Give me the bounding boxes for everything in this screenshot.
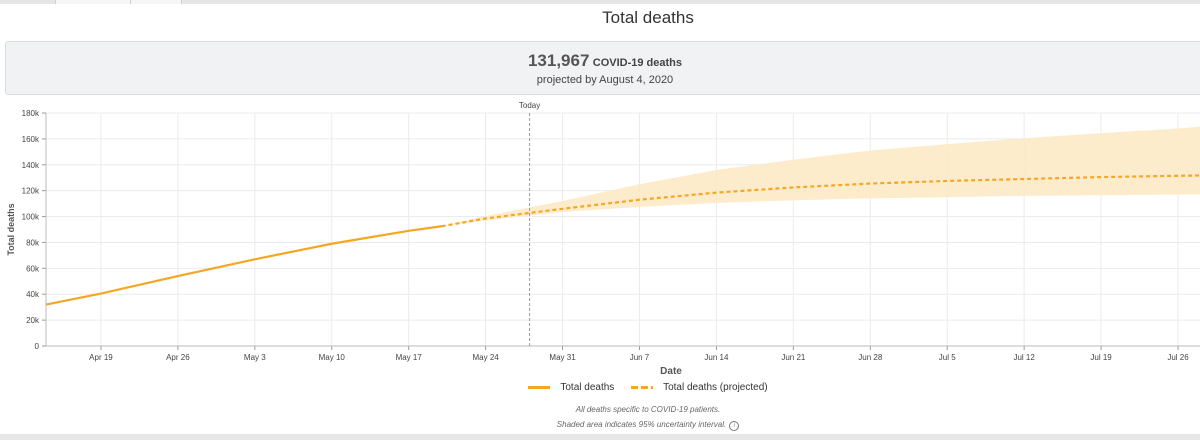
x-tick-label: May 24 (473, 353, 500, 362)
x-tick-label: May 31 (549, 353, 576, 362)
grid (46, 112, 1200, 347)
y-tick-label: 180k (22, 109, 40, 118)
x-tick-label: Jun 21 (781, 353, 806, 362)
y-tick-label: 100k (22, 213, 40, 222)
summary-box: 131,967 COVID-19 deaths projected by Aug… (5, 41, 1200, 95)
x-tick-label: May 10 (319, 353, 346, 362)
legend-label-actual: Total deaths (560, 382, 615, 393)
summary-number: 131,967 (527, 51, 590, 70)
y-axis-title: Total deaths (6, 203, 16, 255)
today-label: Today (519, 101, 540, 110)
series-layer (45, 174, 1200, 306)
y-tick-label: 80k (26, 238, 40, 247)
x-tick-label: Apr 19 (89, 353, 113, 362)
legend-item-projected[interactable]: Total deaths (projected) (631, 382, 768, 393)
x-tick-label: Jun 28 (858, 353, 883, 362)
series-actual-line (45, 225, 442, 306)
x-axis-title: Date (660, 366, 682, 377)
legend-solid-line-icon (528, 386, 551, 389)
legend-dashed-line-icon (631, 386, 654, 389)
x-tick-label: Jun 14 (704, 353, 729, 362)
top-tab[interactable] (55, 0, 131, 4)
y-tick-label: 160k (22, 135, 40, 144)
y-tick-label: 0 (35, 342, 40, 351)
axes: 0 20k 40k 60k 80k 100k 120k 140k 160k 180k Apr 19 A… (6, 101, 1200, 377)
footnote-1: All deaths specific to COVID-19 patients… (575, 405, 721, 414)
bottom-strip (0, 434, 1200, 440)
x-tick-label: Jul 19 (1090, 353, 1112, 362)
summary-label: COVID-19 deaths (592, 57, 683, 69)
x-tick-label: Apr 26 (166, 353, 190, 362)
page-title: Total deaths (602, 8, 694, 27)
y-tick-label: 120k (22, 187, 40, 196)
top-tab[interactable] (130, 0, 182, 4)
deaths-chart: 0 20k 40k 60k 80k 100k 120k 140k 160k 180k Apr 19 A… (6, 101, 1200, 377)
top-tab-strip (0, 0, 1200, 4)
summary-headline: 131,967 COVID-19 deaths (6, 51, 1200, 71)
y-tick-label: 20k (26, 316, 40, 325)
legend-item-actual[interactable]: Total deaths (528, 382, 614, 393)
info-icon[interactable]: i (729, 421, 740, 431)
y-tick-label: 40k (26, 290, 40, 299)
x-tick-label: Jul 12 (1013, 353, 1035, 362)
x-tick-label: Jul 5 (939, 353, 956, 362)
summary-subtitle: projected by August 4, 2020 (536, 74, 674, 86)
x-tick-label: May 17 (396, 353, 423, 362)
x-tick-label: May 3 (244, 353, 266, 362)
series-projected-line (441, 174, 1200, 228)
legend-label-projected: Total deaths (projected) (663, 382, 768, 393)
y-tick-label: 140k (22, 161, 40, 170)
y-tick-label: 60k (26, 264, 40, 273)
legend: Total deaths Total deaths (projected) (0, 381, 1200, 393)
x-tick-label: Jun 7 (630, 353, 650, 362)
x-tick-label: Jul 26 (1167, 353, 1189, 362)
footnote-2: Shaded area indicates 95% uncertainty in… (0, 420, 1200, 431)
footnote-2-text: Shaded area indicates 95% uncertainty in… (556, 420, 727, 429)
